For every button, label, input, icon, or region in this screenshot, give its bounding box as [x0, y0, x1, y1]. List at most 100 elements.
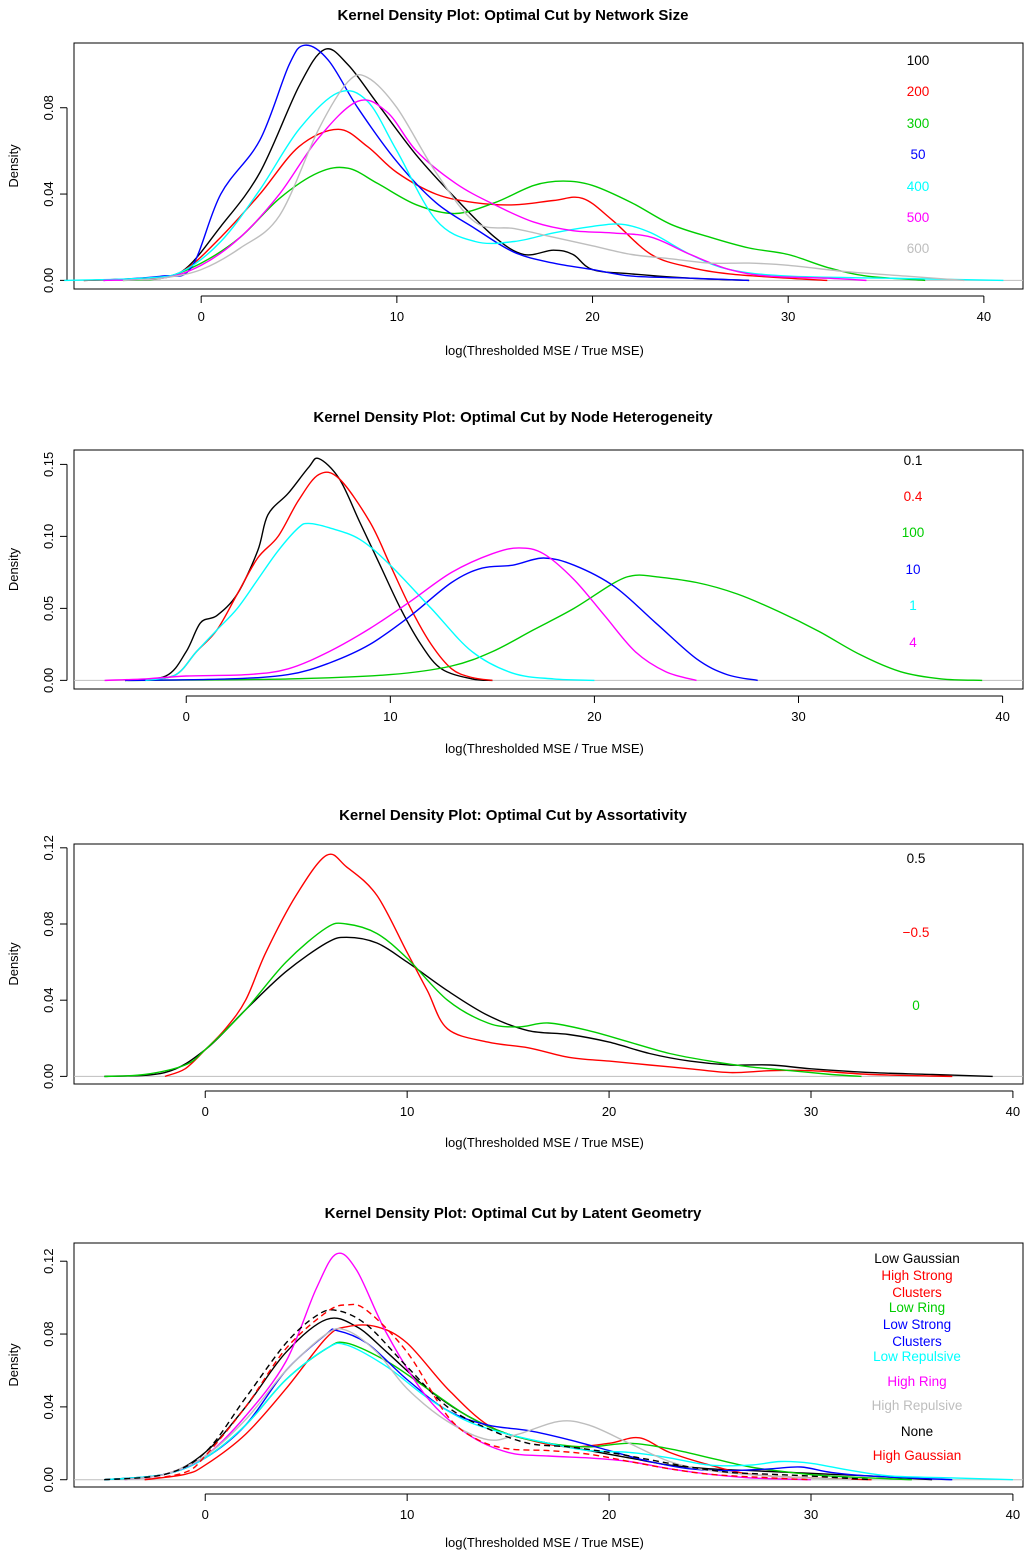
chart-2-x-tick-label: 40	[1006, 1104, 1020, 1119]
chart-1-legend-entry-0-1: 0.1	[904, 453, 923, 468]
node-heterogeneity-chart: Kernel Density Plot: Optimal Cut by Node…	[6, 409, 1024, 756]
chart-2-x-tick-label: 20	[602, 1104, 616, 1119]
chart-2-x-tick-label: 0	[202, 1104, 209, 1119]
chart-1-y-tick-label: 0.00	[41, 668, 56, 693]
chart-3-legend-entry-low-repulsive: Low Repulsive	[873, 1349, 961, 1364]
chart-3-series-line-none	[104, 1309, 872, 1481]
chart-3-x-tick-label: 20	[602, 1507, 616, 1522]
assortativity-chart: Kernel Density Plot: Optimal Cut by Asso…	[6, 807, 1024, 1150]
chart-0-legend-entry-50: 50	[910, 147, 925, 162]
chart-3-y-axis-label: Density	[6, 1343, 21, 1387]
chart-2-legend-entry-0-5: 0.5	[907, 851, 926, 866]
chart-1-x-tick-label: 0	[183, 709, 190, 724]
chart-2-x-axis-label: log(Thresholded MSE / True MSE)	[445, 1135, 644, 1150]
chart-2-y-tick-label: 0.00	[41, 1064, 56, 1089]
chart-2-title: Kernel Density Plot: Optimal Cut by Asso…	[339, 807, 687, 824]
chart-2-series-line-0-5	[164, 853, 953, 1078]
chart-3-legend-entry-none: None	[901, 1424, 933, 1439]
chart-0-series-line-50	[103, 44, 750, 282]
chart-3-title: Kernel Density Plot: Optimal Cut by Late…	[325, 1205, 702, 1222]
chart-0-y-axis-label: Density	[6, 144, 21, 188]
chart-2-legend-entry-0-5: −0.5	[903, 925, 930, 940]
chart-1-x-tick-label: 30	[791, 709, 805, 724]
chart-3-series-line-high-gaussian	[144, 1303, 812, 1481]
chart-3-y-tick-label: 0.12	[41, 1249, 56, 1274]
chart-2-x-tick-label: 10	[400, 1104, 414, 1119]
chart-2-x-tick-label: 30	[804, 1104, 818, 1119]
chart-1-x-tick-label: 40	[995, 709, 1009, 724]
chart-0-series-line-100	[83, 48, 750, 282]
chart-1-legend-entry-1: 1	[909, 598, 917, 613]
chart-3-legend-entry-high-strong-clusters: High Strong Clusters	[881, 1268, 952, 1300]
chart-3-y-tick-label: 0.08	[41, 1321, 56, 1346]
chart-0-y-tick-label: 0.00	[41, 268, 56, 293]
chart-0-series-line-200	[83, 128, 828, 282]
chart-2-legend-entry-0: 0	[912, 998, 920, 1013]
chart-1-legend-entry-100: 100	[902, 525, 925, 540]
chart-1-series-line-10	[124, 557, 758, 682]
chart-1-x-tick-label: 10	[383, 709, 397, 724]
chart-2-y-axis-label: Density	[6, 942, 21, 986]
chart-3-legend-entry-high-repulsive: High Repulsive	[872, 1398, 963, 1413]
chart-3-legend-entry-low-strong-clusters: Low Strong Clusters	[883, 1317, 951, 1349]
chart-0-x-tick-label: 30	[781, 309, 795, 324]
chart-0-legend-entry-600: 600	[907, 241, 930, 256]
chart-3-x-tick-label: 40	[1006, 1507, 1020, 1522]
network-size-chart: Kernel Density Plot: Optimal Cut by Netw…	[6, 7, 1024, 358]
chart-3-series-line-low-repulsive	[104, 1342, 1013, 1481]
chart-3-x-tick-label: 30	[804, 1507, 818, 1522]
chart-0-legend-entry-400: 400	[907, 179, 930, 194]
latent-geometry-chart: Kernel Density Plot: Optimal Cut by Late…	[6, 1205, 1024, 1550]
chart-0-series-line-600	[122, 74, 965, 282]
chart-1-series-line-1	[145, 522, 595, 682]
chart-1-y-axis-label: Density	[6, 547, 21, 591]
chart-2-y-tick-label: 0.12	[41, 835, 56, 860]
chart-1-y-tick-label: 0.15	[41, 452, 56, 477]
chart-0-y-tick-label: 0.08	[41, 95, 56, 120]
chart-1-series-line-100	[124, 574, 983, 682]
chart-3-x-tick-label: 10	[400, 1507, 414, 1522]
chart-3-series-line-low-strong-clusters	[104, 1328, 953, 1481]
chart-0-legend-entry-500: 500	[907, 210, 930, 225]
chart-1-x-axis-label: log(Thresholded MSE / True MSE)	[445, 741, 644, 756]
chart-3-series-line-high-strong-clusters	[144, 1324, 872, 1481]
chart-2-series-line-0-5	[104, 936, 993, 1078]
chart-0-legend-entry-300: 300	[907, 116, 930, 131]
chart-2-y-tick-label: 0.08	[41, 911, 56, 936]
chart-1-series-line-0-4	[145, 471, 493, 682]
chart-3-y-tick-label: 0.00	[41, 1467, 56, 1492]
chart-1-title: Kernel Density Plot: Optimal Cut by Node…	[313, 409, 713, 426]
chart-3-plot-frame	[73, 1242, 1024, 1488]
chart-0-series-line-500	[103, 99, 867, 282]
chart-3-legend-entry-high-gaussian: High Gaussian	[873, 1448, 962, 1463]
chart-3-x-tick-label: 0	[202, 1507, 209, 1522]
chart-0-series-line-300	[122, 166, 926, 282]
chart-1-series-line-4	[104, 547, 697, 682]
chart-0-x-tick-label: 0	[198, 309, 205, 324]
chart-1-legend-entry-0-4: 0.4	[904, 489, 923, 504]
chart-3-series-line-low-gaussian	[104, 1317, 933, 1481]
chart-1-legend-entry-10: 10	[905, 562, 920, 577]
chart-1-y-tick-label: 0.05	[41, 596, 56, 621]
chart-3-series-line-high-repulsive	[124, 1327, 852, 1481]
chart-2-series-line-0	[104, 922, 862, 1078]
chart-3-series-line-high-ring	[124, 1252, 812, 1481]
chart-1-y-tick-label: 0.10	[41, 524, 56, 549]
chart-1-series-line-0-1	[124, 457, 493, 682]
chart-1-legend-entry-4: 4	[909, 635, 917, 650]
chart-3-legend-entry-low-gaussian: Low Gaussian	[874, 1251, 960, 1266]
chart-0-x-tick-label: 10	[390, 309, 404, 324]
chart-0-plot-frame	[73, 42, 1024, 290]
chart-0-legend-entry-200: 200	[907, 84, 930, 99]
chart-3-series-line-low-ring	[104, 1341, 912, 1481]
chart-1-x-tick-label: 20	[587, 709, 601, 724]
chart-0-x-tick-label: 40	[977, 309, 991, 324]
chart-0-title: Kernel Density Plot: Optimal Cut by Netw…	[338, 7, 689, 24]
chart-1-plot-frame	[73, 449, 1024, 690]
chart-2-plot-frame	[73, 843, 1024, 1085]
chart-3-x-axis-label: log(Thresholded MSE / True MSE)	[445, 1535, 644, 1550]
chart-0-x-tick-label: 20	[585, 309, 599, 324]
chart-0-x-axis-label: log(Thresholded MSE / True MSE)	[445, 343, 644, 358]
chart-0-y-tick-label: 0.04	[41, 181, 56, 206]
